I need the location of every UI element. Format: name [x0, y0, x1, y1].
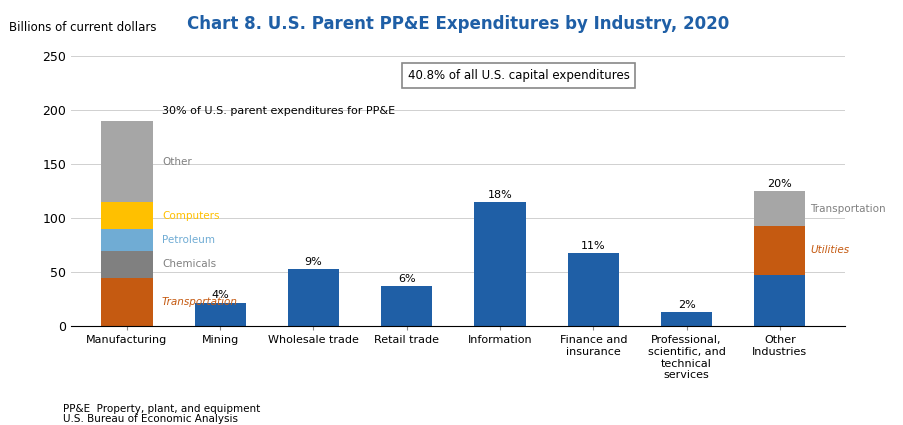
Text: Billions of current dollars: Billions of current dollars [9, 21, 156, 34]
Bar [381, 286, 432, 326]
Text: Petroleum: Petroleum [162, 235, 215, 245]
Text: 20%: 20% [767, 179, 791, 189]
Bar [567, 253, 619, 326]
Text: Utilities: Utilities [809, 245, 848, 255]
Text: 30% of U.S. parent expenditures for PP&E: 30% of U.S. parent expenditures for PP&E [163, 106, 396, 116]
Text: Chemicals: Chemicals [162, 259, 216, 269]
Bar [287, 269, 339, 326]
Bar [753, 275, 805, 326]
Text: Transportation: Transportation [162, 297, 237, 307]
Text: 40.8% of all U.S. capital expenditures: 40.8% of all U.S. capital expenditures [407, 69, 628, 82]
Bar [194, 303, 246, 326]
Bar [660, 312, 712, 326]
Text: 9%: 9% [304, 257, 322, 267]
Text: Computers: Computers [162, 211, 219, 221]
Text: 4%: 4% [211, 291, 228, 300]
Text: U.S. Bureau of Economic Analysis: U.S. Bureau of Economic Analysis [63, 414, 238, 424]
Bar [101, 251, 153, 278]
Bar [474, 202, 525, 326]
Title: Chart 8. U.S. Parent PP&E Expenditures by Industry, 2020: Chart 8. U.S. Parent PP&E Expenditures b… [187, 15, 729, 33]
Bar [101, 278, 153, 326]
Text: 18%: 18% [487, 190, 512, 200]
Text: Other: Other [162, 157, 191, 167]
Text: Transportation: Transportation [809, 204, 885, 214]
Bar [753, 226, 805, 275]
Bar [101, 121, 153, 202]
Text: 6%: 6% [397, 274, 415, 284]
Text: PP&E  Property, plant, and equipment: PP&E Property, plant, and equipment [63, 404, 260, 414]
Bar [101, 202, 153, 229]
Bar [101, 229, 153, 251]
Text: 11%: 11% [581, 241, 605, 251]
Text: 2%: 2% [677, 300, 694, 310]
Bar [753, 191, 805, 226]
